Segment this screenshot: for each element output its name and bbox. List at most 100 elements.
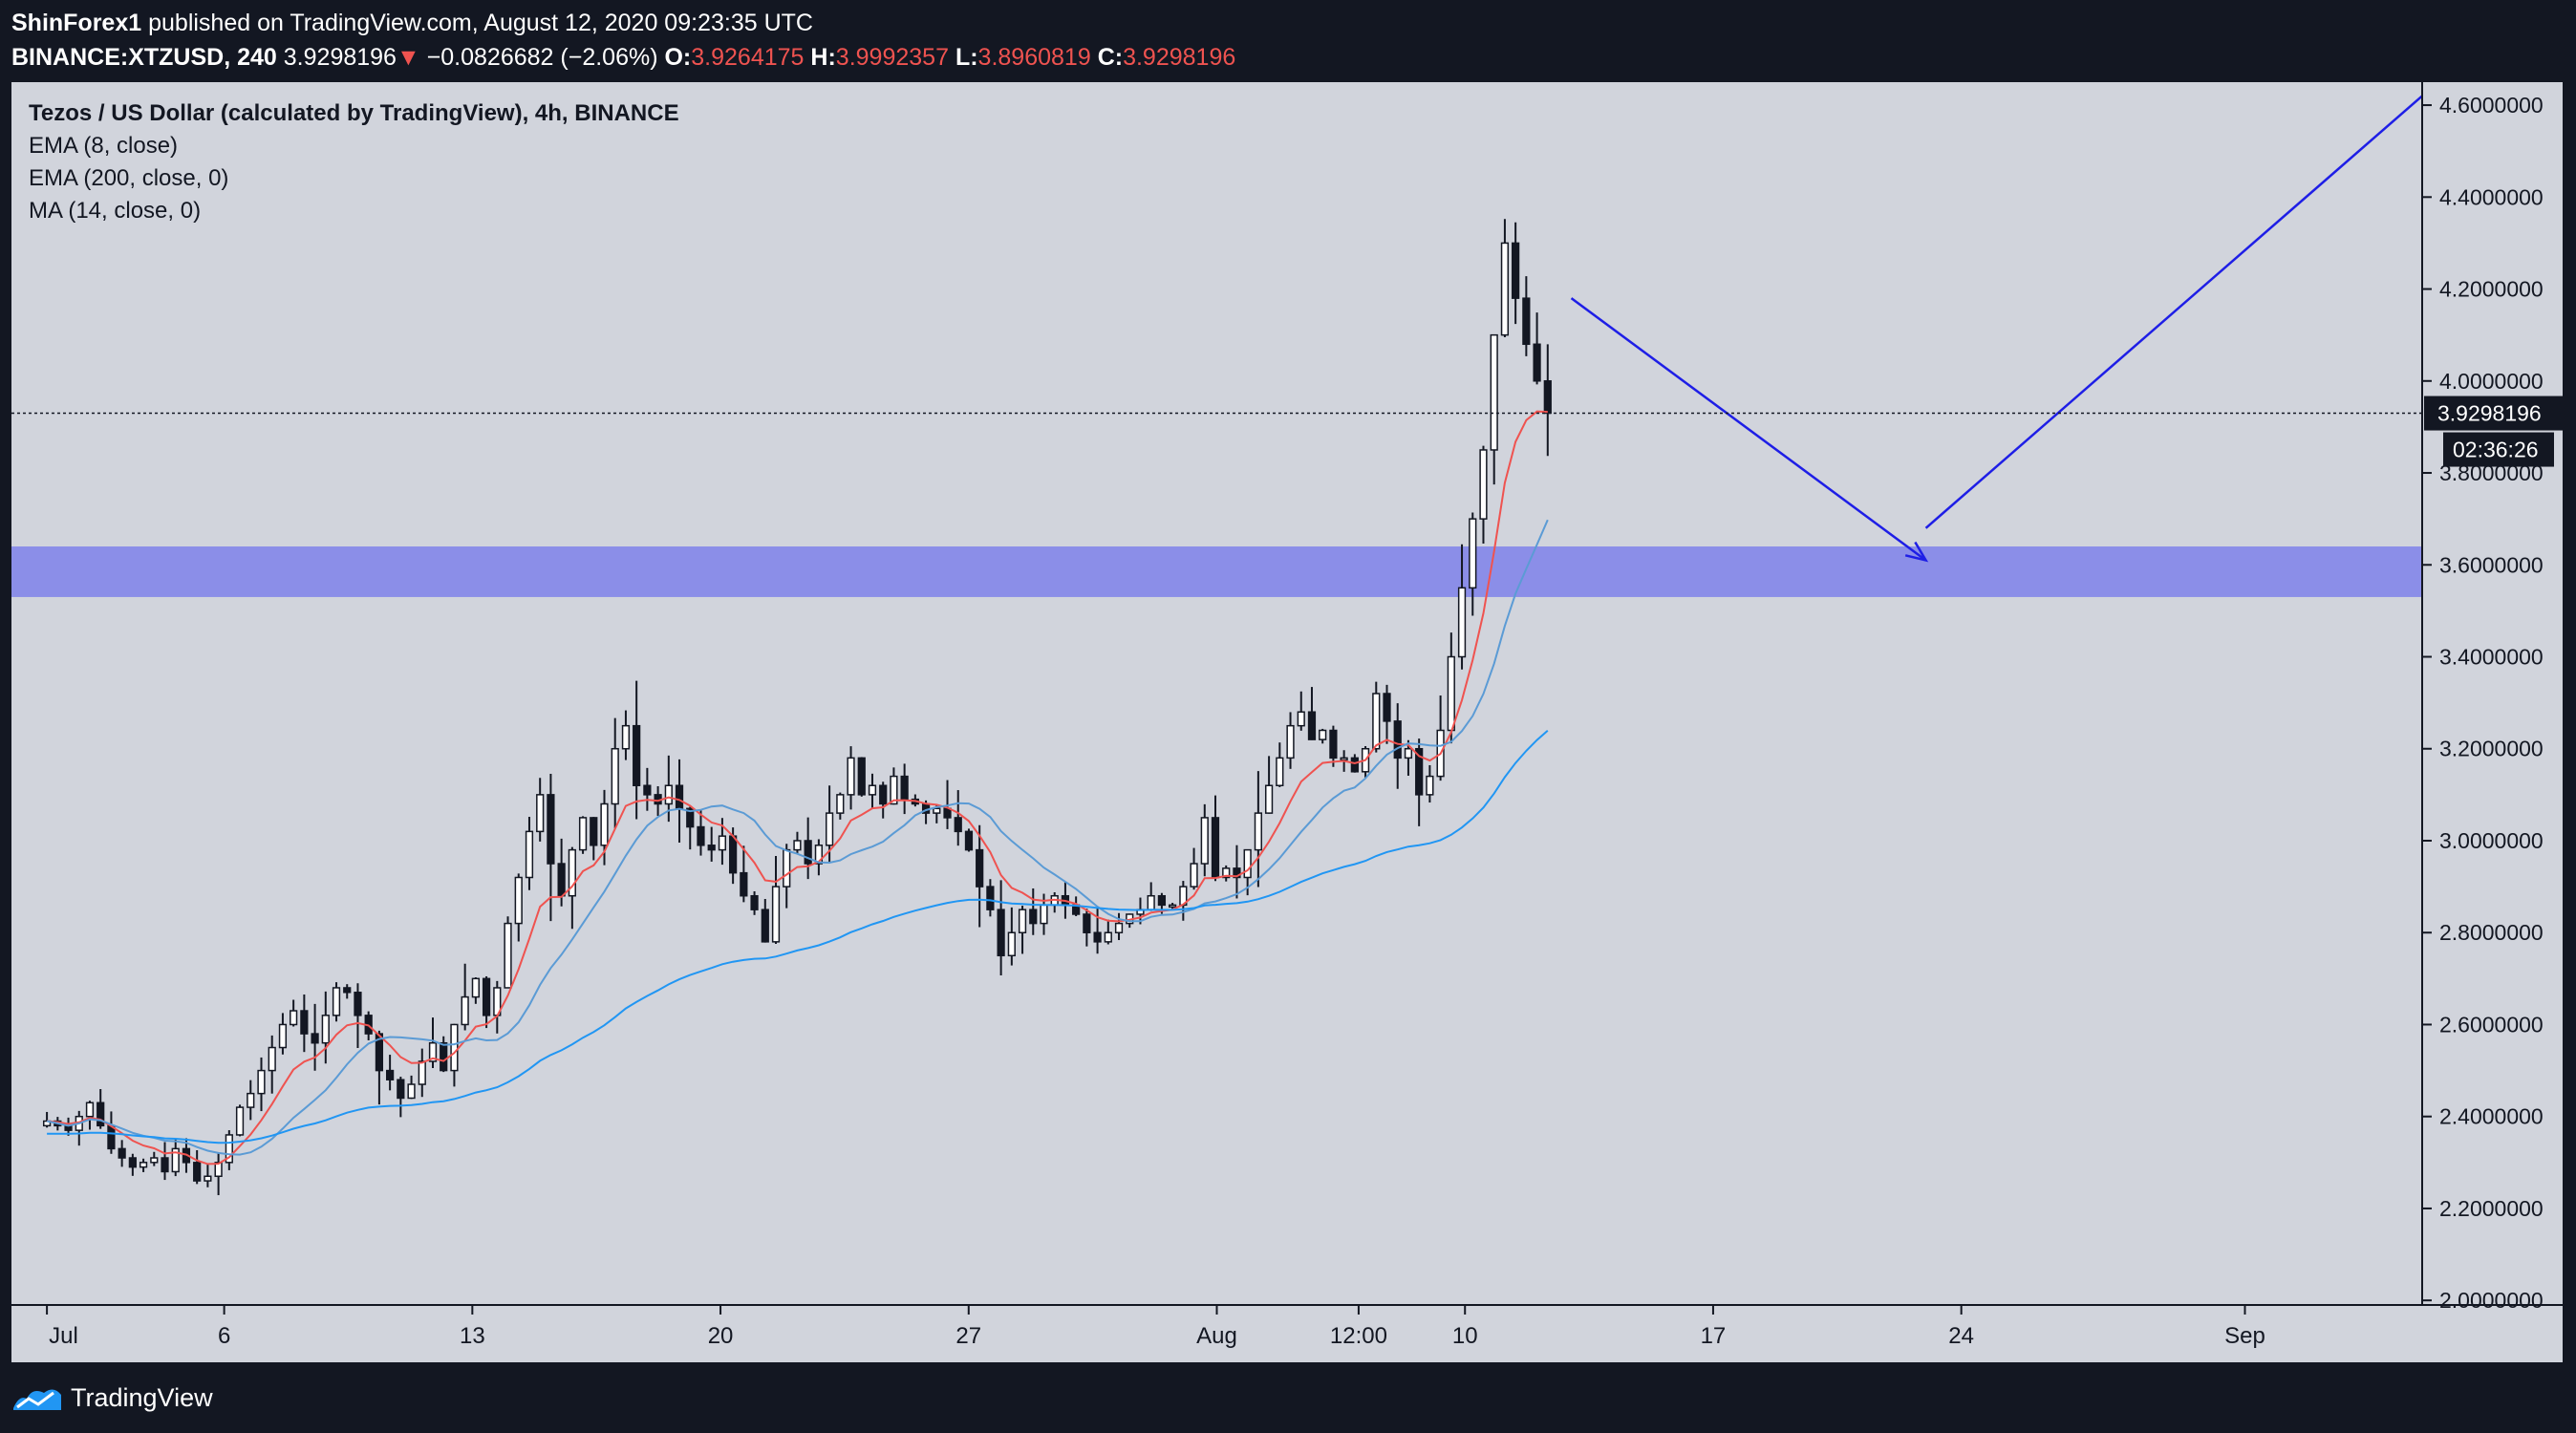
- candle-body: [257, 1069, 266, 1095]
- candle-body: [1426, 775, 1434, 796]
- candle-body: [1319, 729, 1327, 740]
- candle-body: [729, 835, 738, 874]
- candle-body: [1169, 904, 1177, 909]
- candle-body: [771, 886, 781, 943]
- candle-body: [1533, 343, 1541, 382]
- symbol-label: BINANCE:XTZUSD, 240: [11, 44, 277, 71]
- candle-body: [1522, 297, 1531, 346]
- candle-body: [933, 807, 941, 814]
- low-value: 3.8960819: [977, 44, 1091, 71]
- candle-body: [1469, 518, 1477, 589]
- tradingview-logo-icon[interactable]: [11, 1383, 63, 1412]
- y-tick-label: 3.2000000: [2439, 737, 2544, 761]
- candle-body: [547, 794, 555, 865]
- candle-body: [868, 784, 877, 796]
- candle-body: [1297, 711, 1305, 727]
- candle-body: [1393, 720, 1402, 759]
- candle-body: [386, 1069, 395, 1080]
- candle-body: [514, 876, 523, 925]
- candle-body: [375, 1033, 384, 1072]
- tradingview-brand[interactable]: TradingView: [71, 1382, 213, 1412]
- legend-ema8[interactable]: EMA (8, close): [29, 133, 179, 159]
- candle-body: [954, 817, 962, 833]
- ema200-line: [47, 729, 1549, 1144]
- candle-body: [1029, 909, 1038, 925]
- candle-body: [1114, 922, 1124, 933]
- y-tick-label: 4.4000000: [2439, 184, 2544, 209]
- countdown-tag: [2443, 432, 2554, 467]
- candle-body: [879, 784, 888, 805]
- candle-body: [976, 848, 984, 888]
- ema8-line: [47, 410, 1548, 1166]
- published-text: published on TradingView.com, August 12,…: [148, 10, 813, 36]
- candle-body: [1093, 931, 1102, 943]
- candle-body: [1211, 817, 1220, 879]
- x-tick-label: 12:00: [1330, 1323, 1387, 1349]
- x-tick-label: 13: [460, 1323, 485, 1349]
- high-label: H:: [810, 44, 836, 71]
- legend-ema200[interactable]: EMA (200, close, 0): [29, 165, 229, 191]
- candle-body: [1243, 848, 1252, 879]
- candle-body: [1447, 655, 1455, 732]
- candle-body: [750, 894, 759, 910]
- candle-body: [578, 817, 588, 851]
- candle-body: [139, 1162, 148, 1168]
- candle-body: [1512, 242, 1520, 299]
- countdown-label: 02:36:26: [2453, 438, 2539, 462]
- last-price-tag: [2424, 396, 2563, 431]
- candle-body: [793, 840, 802, 851]
- last-price: 3.9298196: [283, 44, 397, 71]
- candle-body: [1254, 812, 1262, 851]
- candle-body: [193, 1162, 202, 1182]
- candle-body: [1329, 729, 1338, 759]
- candle-body: [943, 807, 952, 819]
- candle-body: [568, 848, 576, 897]
- candle-body: [600, 802, 609, 846]
- candle-body: [118, 1147, 126, 1159]
- high-value: 3.9992357: [835, 44, 949, 71]
- candle-body: [1007, 931, 1016, 957]
- y-tick-label: 2.6000000: [2439, 1012, 2544, 1037]
- chart-pane[interactable]: 2.0000000 2.2000000 2.4000000 2.6000000 2.80…: [11, 82, 2563, 1362]
- x-tick-label: 24: [1948, 1323, 1974, 1349]
- candle-body: [300, 1010, 309, 1035]
- candle-body: [890, 775, 898, 805]
- price-chart[interactable]: 2.0000000 2.2000000 2.4000000 2.6000000 2.80…: [11, 82, 2563, 1362]
- legend-ma14[interactable]: MA (14, close, 0): [29, 198, 202, 224]
- candle-body: [332, 987, 341, 1016]
- candle-body: [557, 863, 566, 897]
- candle-body: [1490, 333, 1498, 451]
- candle-body: [225, 1134, 233, 1164]
- candle-body: [1264, 784, 1274, 814]
- ma14-line: [46, 519, 1549, 1156]
- candle-body: [1018, 909, 1027, 933]
- last-price-tag-label: 3.9298196: [2437, 401, 2542, 426]
- candle-body: [1190, 863, 1198, 888]
- candle-body: [97, 1101, 105, 1127]
- candle-body: [536, 794, 545, 833]
- candle-body: [107, 1124, 116, 1150]
- candle-body: [343, 987, 352, 994]
- y-tick-label: 3.6000000: [2439, 552, 2544, 577]
- x-tick-label: Aug: [1196, 1323, 1237, 1349]
- candle-body: [1415, 747, 1424, 796]
- candle-body: [1040, 904, 1048, 925]
- candle-body: [471, 977, 480, 998]
- y-tick-label: 2.2000000: [2439, 1196, 2544, 1221]
- candle-body: [1404, 747, 1413, 759]
- open-value: 3.9264175: [691, 44, 805, 71]
- candle-body: [621, 724, 631, 750]
- candle-body: [814, 845, 824, 865]
- candle-body: [740, 871, 748, 897]
- y-tick-label: 2.8000000: [2439, 920, 2544, 945]
- candle-body: [643, 784, 652, 796]
- symbol-line: BINANCE:XTZUSD, 240 3.9298196▼ −0.082668…: [11, 40, 1235, 75]
- candle-body: [964, 830, 974, 851]
- candle-body: [311, 1033, 319, 1044]
- candle-body: [321, 1015, 330, 1044]
- candle-body: [1200, 817, 1209, 865]
- candle-body: [847, 757, 855, 796]
- x-tick-label: 10: [1452, 1323, 1478, 1349]
- publisher-name[interactable]: ShinForex1: [11, 10, 142, 36]
- x-tick-label: 20: [708, 1323, 734, 1349]
